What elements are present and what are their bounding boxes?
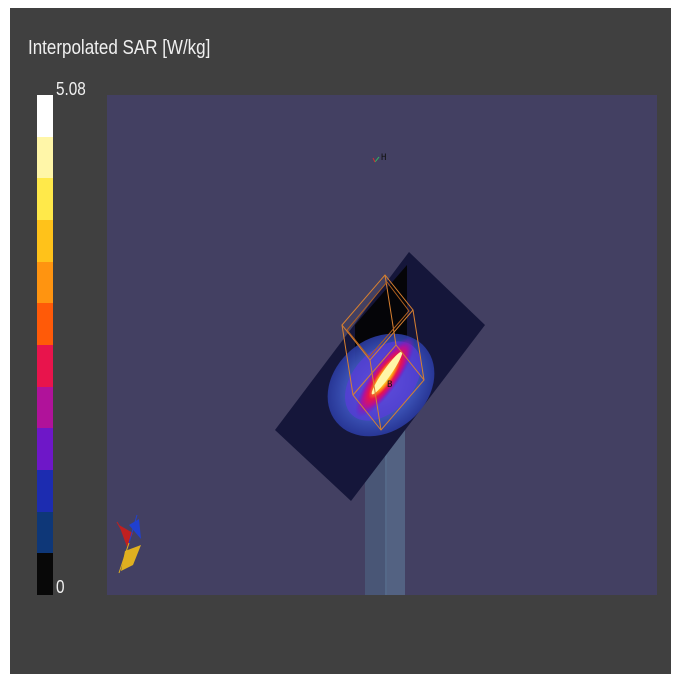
marker-h-label: H [381,153,386,163]
colorbar-segment [37,428,53,471]
colorbar-max-label: 5.08 [56,79,86,99]
colorbar-segment [37,136,53,179]
colorbar [37,95,53,596]
colorbar-segment [37,511,53,554]
scene-svg: H B [116,153,485,595]
colorbar-segment [37,178,53,221]
marker-b-label: B [387,380,392,390]
colorbar-segment [37,303,53,346]
colorbar-segment [37,345,53,387]
sar-hotspot-core [371,351,403,395]
colorbar-segment [37,386,53,429]
marker-h: H [372,153,386,163]
feed-rod-edge [385,415,405,595]
colorbar-segment [37,553,53,596]
antenna-wireframe [341,274,425,431]
colorbar-segment [37,470,53,512]
colorbar-segment [37,220,53,262]
3d-viewport[interactable]: H B [107,95,657,595]
colorbar-segment [37,261,53,304]
orientation-axes-icon[interactable] [116,514,141,574]
colorbar-title: Interpolated SAR [W/kg] [28,37,211,59]
colorbar-min-label: 0 [56,577,65,597]
colorbar-segment [37,95,53,137]
